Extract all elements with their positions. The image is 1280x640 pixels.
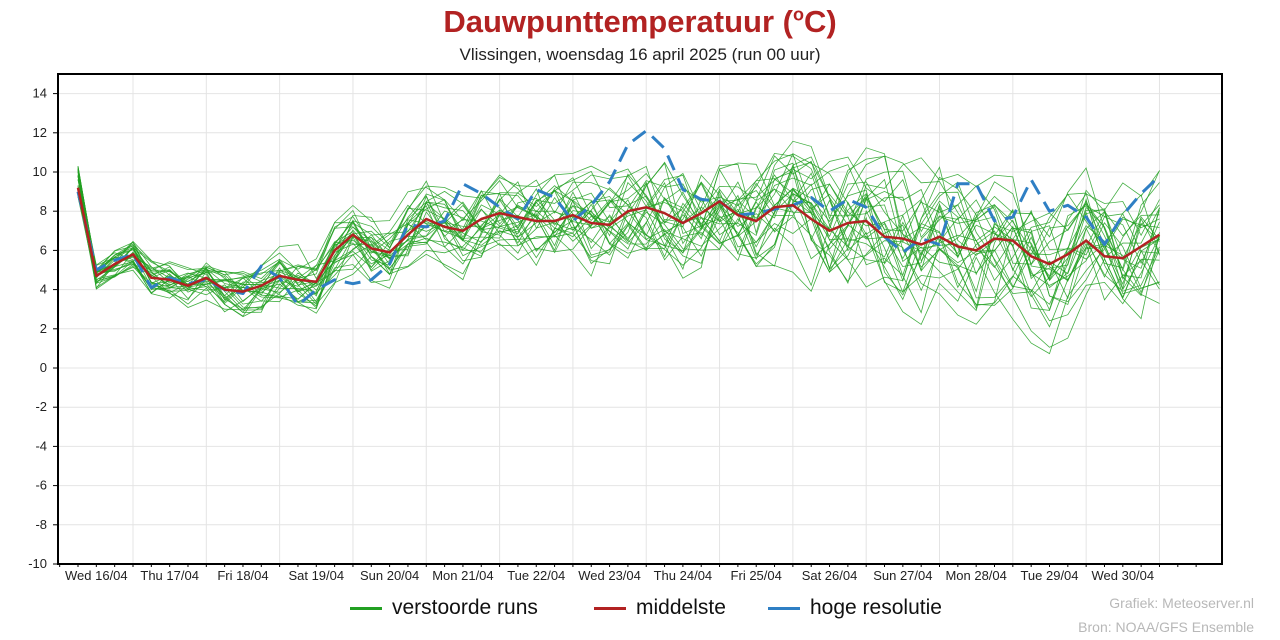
y-tick-label: 12 (33, 125, 47, 140)
ensemble-member-line (77, 162, 1160, 306)
chart-grid (58, 74, 1222, 565)
series-line-middelste (76, 187, 1161, 293)
x-tick-label: Sat 26/04 (802, 568, 858, 583)
legend-label: verstoorde runs (392, 596, 538, 619)
x-tick-label: Wed 16/04 (65, 568, 128, 583)
y-tick-label: -6 (35, 478, 47, 493)
y-tick-label: 6 (40, 242, 47, 257)
y-tick-label: 8 (40, 203, 47, 218)
ensemble-member-line (77, 166, 1160, 325)
series-line-hoge-resolutie (76, 129, 1161, 307)
x-tick-label: Thu 17/04 (140, 568, 199, 583)
ensemble-member-line (77, 161, 1160, 355)
y-axis: -10 -8 -6 -4 -2 0 2 4 6 8 10 12 14 (28, 86, 58, 571)
ensemble-member-line (77, 155, 1160, 303)
y-tick-label: 0 (40, 360, 47, 375)
x-tick-label: Mon 28/04 (945, 568, 1006, 583)
credit-graphic: Grafiek: Meteoserver.nl (1109, 595, 1254, 611)
y-tick-label: -10 (28, 556, 47, 571)
y-tick-label: 14 (33, 86, 47, 101)
legend-item-verstoorde-runs: verstoorde runs (350, 596, 538, 620)
legend-item-hoge-resolutie: hoge resolutie (768, 596, 942, 620)
y-tick-label: 10 (33, 164, 47, 179)
x-tick-label: Mon 21/04 (432, 568, 493, 583)
y-tick-label: -4 (35, 438, 47, 453)
credit-source: Bron: NOAA/GFS Ensemble (1078, 619, 1254, 635)
y-tick-label: 4 (40, 282, 47, 297)
legend-label: middelste (636, 596, 726, 619)
plot-frame (57, 73, 1223, 565)
chart-title: Dauwpunttemperatuur (oC) (443, 4, 837, 39)
ensemble-member-line (77, 165, 1160, 320)
x-tick-label: Sun 20/04 (360, 568, 419, 583)
x-tick-label: Sat 19/04 (288, 568, 344, 583)
y-tick-label: -2 (35, 399, 47, 414)
x-tick-label: Wed 23/04 (578, 568, 641, 583)
x-tick-label: Fri 25/04 (731, 568, 782, 583)
x-tick-label: Thu 24/04 (654, 568, 713, 583)
legend-label: hoge resolutie (810, 596, 942, 619)
ensemble-member-line (77, 140, 1160, 303)
y-tick-label: -8 (35, 517, 47, 532)
y-tick-label: 2 (40, 321, 47, 336)
main-series (76, 129, 1161, 307)
x-axis: Wed 16/04 Thu 17/04 Fri 18/04 Sat 19/04 Sun … (59, 564, 1197, 583)
ensemble-member-line (77, 156, 1160, 312)
x-tick-label: Fri 18/04 (217, 568, 268, 583)
x-tick-label: Sun 27/04 (873, 568, 932, 583)
legend-swatch (768, 606, 800, 610)
ensemble-member-line (77, 170, 1160, 313)
chart-subtitle: Vlissingen, woensdag 16 april 2025 (run … (459, 45, 821, 64)
legend-swatch (594, 606, 626, 610)
x-tick-label: Tue 29/04 (1020, 568, 1078, 583)
x-tick-label: Wed 30/04 (1091, 568, 1154, 583)
legend-swatch (350, 606, 382, 610)
ensemble-member-line (77, 155, 1160, 312)
x-tick-label: Tue 22/04 (507, 568, 565, 583)
ensemble-member-line (77, 173, 1160, 318)
legend-item-middelste: middelste (594, 596, 726, 620)
